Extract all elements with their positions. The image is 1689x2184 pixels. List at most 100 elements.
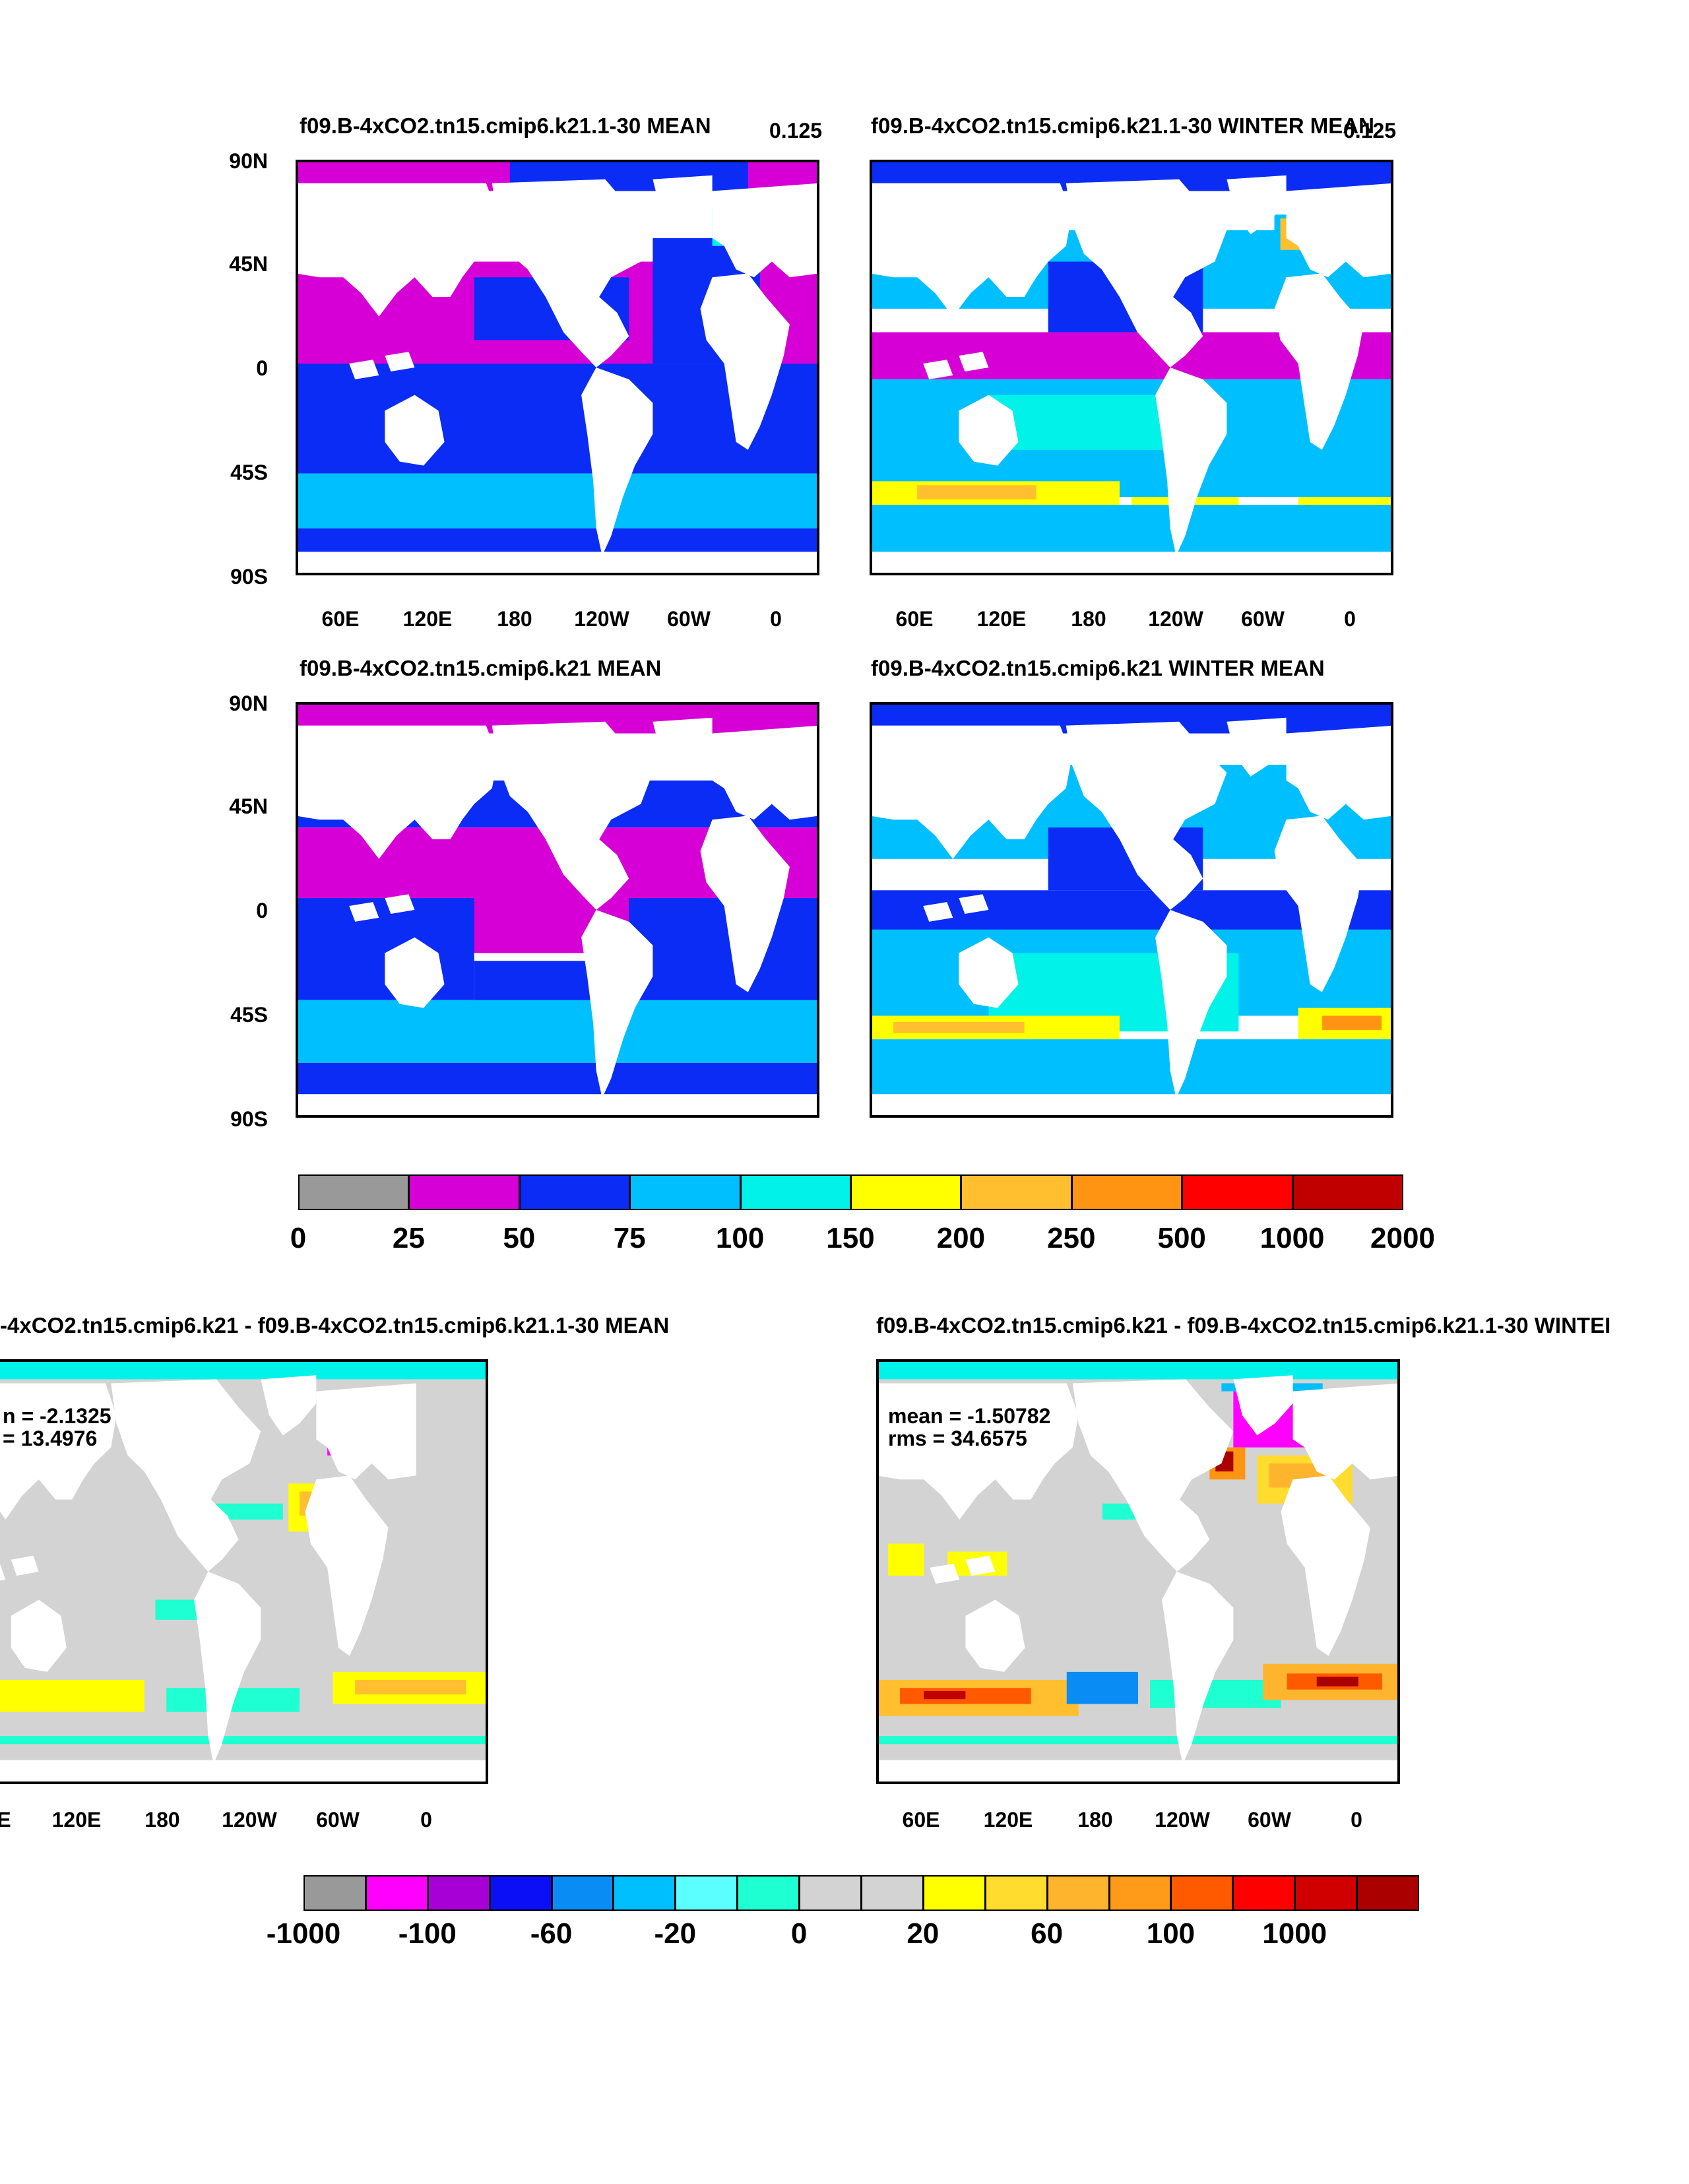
map-panel-1: [296, 160, 819, 575]
y-tick-label: 0: [256, 899, 268, 922]
colorbar-box: [1170, 1875, 1234, 1911]
colorbar-label: 250: [1047, 1222, 1096, 1254]
x-tick-label: 180: [1071, 607, 1106, 631]
x-tick-label: 0: [770, 607, 782, 631]
panel-title: f09.B-4xCO2.tn15.cmip6.k21.1-30 WINTER M…: [871, 113, 1374, 138]
colorbar-label: 200: [936, 1222, 986, 1254]
colorbar-box: [1071, 1174, 1183, 1210]
colorbar-label: 100: [715, 1222, 765, 1254]
panel-title: f09.B-4xCO2.tn15.cmip6.k21 WINTER MEAN: [871, 656, 1325, 680]
x-tick-label: 120E: [976, 607, 1027, 631]
colorbar-box: [675, 1875, 738, 1911]
corner-label: 0.125: [1343, 119, 1397, 143]
colorbar-box: [861, 1875, 924, 1911]
x-tick-label: 60E: [902, 1808, 940, 1832]
colorbar-label: 150: [826, 1222, 875, 1254]
colorbar-box: [961, 1174, 1072, 1210]
colorbar-label: -20: [654, 1917, 697, 1950]
y-tick-label: 90N: [229, 149, 268, 173]
x-tick-label: 60W: [316, 1808, 360, 1832]
x-tick-label: 180: [1077, 1808, 1113, 1832]
map-panel-4: [870, 702, 1393, 1118]
x-tick-label: 120W: [1148, 607, 1203, 631]
colorbar-label: 25: [392, 1222, 425, 1254]
x-tick-label: 120E: [983, 1808, 1033, 1832]
colorbar-box: [519, 1174, 631, 1210]
colorbar-box: [1292, 1174, 1403, 1210]
colorbar-box: [1108, 1875, 1172, 1911]
colorbar-box: [922, 1875, 986, 1911]
colorbar-label: 50: [503, 1222, 536, 1254]
corner-label: 0.125: [769, 119, 823, 143]
colorbar-box: [737, 1875, 800, 1911]
colorbar-label: -1000: [266, 1917, 341, 1950]
x-tick-label: 0: [420, 1808, 432, 1832]
colorbar-box: [984, 1875, 1048, 1911]
colorbar-box: [1294, 1875, 1358, 1911]
y-tick-label: 0: [256, 356, 268, 380]
x-tick-label: 60W: [1248, 1808, 1291, 1832]
panel-title: f09.B-4xCO2.tn15.cmip6.k21.1-30 MEAN: [300, 113, 711, 138]
x-tick-label: 0: [1351, 1808, 1362, 1832]
map-panel-3: [296, 702, 819, 1118]
colorbar-label: 60: [1031, 1917, 1064, 1950]
colorbar-box: [1356, 1875, 1419, 1911]
x-tick-label: 60W: [1241, 607, 1285, 631]
x-tick-label: 120E: [402, 607, 453, 631]
colorbar-label: 0: [790, 1917, 808, 1950]
y-tick-label: 90N: [229, 691, 268, 715]
colorbar-label: 75: [613, 1222, 646, 1254]
colorbar-label: -100: [398, 1917, 457, 1950]
x-tick-label: 180: [144, 1808, 180, 1832]
colorbar-label: 20: [907, 1917, 940, 1950]
x-tick-label: 60E: [321, 607, 360, 631]
colorbar-label: 100: [1146, 1917, 1195, 1950]
colorbar-box: [303, 1875, 366, 1911]
colorbar-box: [629, 1174, 741, 1210]
x-tick-label: E: [0, 1808, 11, 1832]
mean-stat: mean = -1.50782: [888, 1404, 1051, 1428]
x-tick-label: 180: [497, 607, 532, 631]
colorbar-label: 1000: [1259, 1222, 1325, 1254]
y-tick-label: 45S: [230, 461, 268, 484]
x-tick-label: 60E: [895, 607, 934, 631]
y-tick-label: 90S: [230, 1107, 268, 1131]
colorbar-label: 2000: [1370, 1222, 1435, 1254]
map-panel-6: [876, 1359, 1400, 1784]
colorbar-box: [489, 1875, 552, 1911]
colorbar-label: 0: [290, 1222, 307, 1254]
x-tick-label: 120W: [222, 1808, 277, 1832]
colorbar-box: [551, 1875, 614, 1911]
colorbar-label: -60: [530, 1917, 573, 1950]
colorbar-box: [365, 1875, 428, 1911]
map-panel-5: [0, 1359, 488, 1784]
colorbar-box: [740, 1174, 851, 1210]
panel-title: -4xCO2.tn15.cmip6.k21 - f09.B-4xCO2.tn15…: [0, 1313, 670, 1337]
y-tick-label: 90S: [230, 565, 268, 589]
panel-title: f09.B-4xCO2.tn15.cmip6.k21 MEAN: [300, 656, 662, 680]
colorbar-box: [1046, 1875, 1110, 1911]
colorbar-box: [1182, 1174, 1293, 1210]
y-tick-label: 45S: [230, 1003, 268, 1027]
x-tick-label: 0: [1344, 607, 1356, 631]
colorbar-box: [427, 1875, 490, 1911]
colorbar-box: [613, 1875, 676, 1911]
rms-stat: rms = 34.6575: [888, 1427, 1027, 1450]
x-tick-label: 120E: [51, 1808, 102, 1832]
y-tick-label: 45N: [229, 252, 268, 276]
panel-title: f09.B-4xCO2.tn15.cmip6.k21 - f09.B-4xCO2…: [876, 1313, 1611, 1337]
x-tick-label: 60W: [667, 607, 711, 631]
map-panel-2: [870, 160, 1393, 575]
x-tick-label: 120W: [574, 607, 629, 631]
colorbar-2: [303, 1875, 1419, 1911]
y-tick-label: 45N: [229, 794, 268, 818]
colorbar-label: 1000: [1262, 1917, 1327, 1950]
colorbar-box: [408, 1174, 520, 1210]
mean-stat: n = -2.1325: [3, 1404, 112, 1428]
colorbar-box: [799, 1875, 862, 1911]
x-tick-label: 120W: [1155, 1808, 1210, 1832]
colorbar-label: 500: [1157, 1222, 1206, 1254]
rms-stat: = 13.4976: [3, 1427, 98, 1450]
colorbar-box: [1232, 1875, 1296, 1911]
colorbar-box: [850, 1174, 962, 1210]
